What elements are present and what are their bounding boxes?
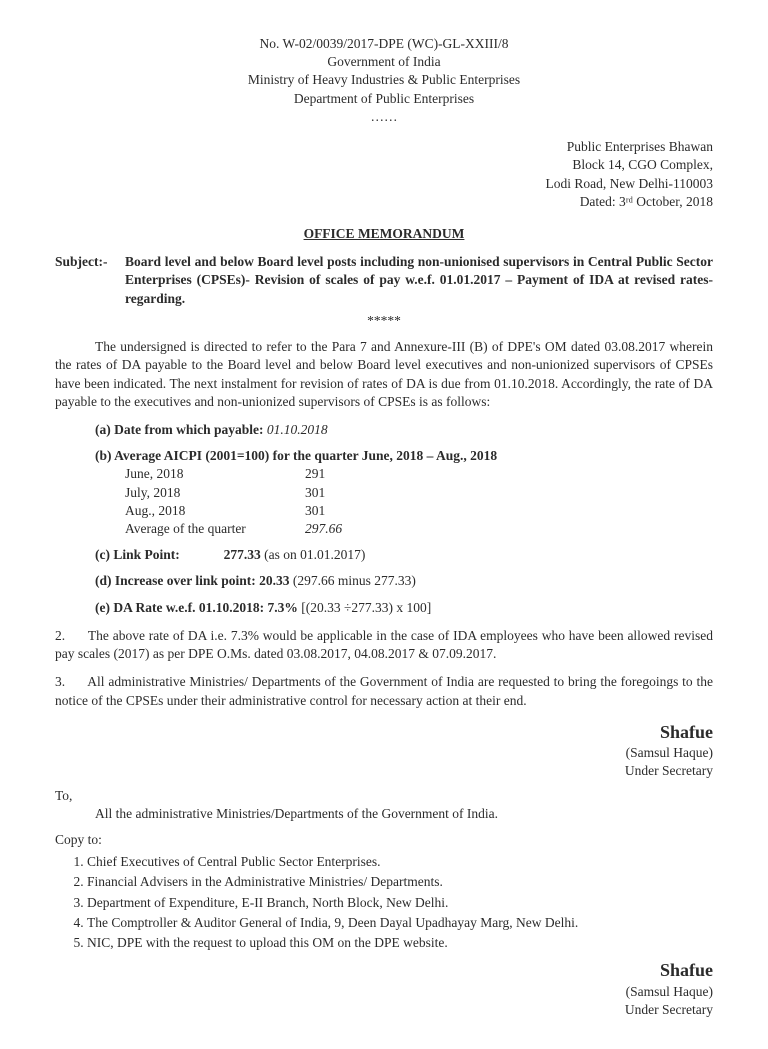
separator-dots: ……	[55, 108, 713, 126]
list-item: Financial Advisers in the Administrative…	[87, 873, 713, 891]
signatory-name: (Samsul Haque)	[55, 983, 713, 1001]
item-b: (b) Average AICPI (2001=100) for the qua…	[95, 447, 713, 538]
address-block: Public Enterprises Bhawan Block 14, CGO …	[55, 138, 713, 211]
item-d-label: (d) Increase over link point: 20.33	[95, 573, 290, 588]
item-b-label: (b) Average AICPI (2001=100) for the qua…	[95, 447, 713, 465]
value-cell: 291	[305, 465, 385, 483]
to-label: To,	[55, 787, 713, 805]
signatory-name: (Samsul Haque)	[55, 744, 713, 762]
item-c-note: (as on 01.01.2017)	[264, 547, 365, 562]
signature-scribble: Shafue	[55, 958, 713, 982]
signature-scribble: Shafue	[55, 720, 713, 744]
value-cell: 301	[305, 484, 385, 502]
subject-label: Subject:-	[55, 253, 125, 308]
month-cell: Aug., 2018	[125, 502, 305, 520]
government-line: Government of India	[55, 53, 713, 71]
list-item: The Comptroller & Auditor General of Ind…	[87, 914, 713, 932]
department-line: Department of Public Enterprises	[55, 90, 713, 108]
to-text: All the administrative Ministries/Depart…	[95, 805, 713, 823]
item-c: (c) Link Point: 277.33 (as on 01.01.2017…	[95, 546, 713, 564]
table-row: June, 2018 291	[125, 465, 713, 483]
item-e-label: (e) DA Rate w.e.f. 01.10.2018: 7.3%	[95, 600, 298, 615]
paragraph-2: 2. The above rate of DA i.e. 7.3% would …	[55, 627, 713, 663]
paragraph-3: 3. All administrative Ministries/ Depart…	[55, 673, 713, 709]
signatory-designation: Under Secretary	[55, 1001, 713, 1019]
item-d: (d) Increase over link point: 20.33 (297…	[95, 572, 713, 590]
item-a-label: (a) Date from which payable:	[95, 422, 263, 437]
letterhead: No. W-02/0039/2017-DPE (WC)-GL-XXIII/8 G…	[55, 35, 713, 126]
copy-to-label: Copy to:	[55, 831, 713, 849]
value-cell: 301	[305, 502, 385, 520]
item-a-value: 01.10.2018	[267, 422, 328, 437]
month-cell: Average of the quarter	[125, 520, 305, 538]
table-row: Average of the quarter 297.66	[125, 520, 713, 538]
details-list: (a) Date from which payable: 01.10.2018 …	[95, 421, 713, 617]
address-line-2: Block 14, CGO Complex,	[55, 156, 713, 174]
signature-block-top: Shafue (Samsul Haque) Under Secretary	[55, 720, 713, 781]
month-cell: July, 2018	[125, 484, 305, 502]
signatory-designation: Under Secretary	[55, 762, 713, 780]
copy-to-block: Copy to: Chief Executives of Central Pub…	[55, 831, 713, 952]
to-block: To, All the administrative Ministries/De…	[55, 787, 713, 823]
month-cell: June, 2018	[125, 465, 305, 483]
aicpi-table: June, 2018 291 July, 2018 301 Aug., 2018…	[125, 465, 713, 538]
document-title: OFFICE MEMORANDUM	[55, 225, 713, 243]
star-separator: *****	[55, 312, 713, 330]
file-number: No. W-02/0039/2017-DPE (WC)-GL-XXIII/8	[55, 35, 713, 53]
item-c-value: 277.33	[224, 547, 261, 562]
value-cell: 297.66	[305, 520, 385, 538]
table-row: July, 2018 301	[125, 484, 713, 502]
item-e-note: [(20.33 ÷277.33) x 100]	[301, 600, 431, 615]
item-a: (a) Date from which payable: 01.10.2018	[95, 421, 713, 439]
date-line: Dated: 3ʳᵈ October, 2018	[55, 193, 713, 211]
item-d-note: (297.66 minus 277.33)	[293, 573, 416, 588]
signature-block-bottom: Shafue (Samsul Haque) Under Secretary	[55, 958, 713, 1019]
item-c-label: (c) Link Point:	[95, 547, 180, 562]
item-e: (e) DA Rate w.e.f. 01.10.2018: 7.3% [(20…	[95, 599, 713, 617]
paragraph-1: The undersigned is directed to refer to …	[55, 338, 713, 411]
list-item: Department of Expenditure, E-II Branch, …	[87, 894, 713, 912]
address-line-3: Lodi Road, New Delhi-110003	[55, 175, 713, 193]
copy-to-list: Chief Executives of Central Public Secto…	[87, 853, 713, 952]
ministry-line: Ministry of Heavy Industries & Public En…	[55, 71, 713, 89]
table-row: Aug., 2018 301	[125, 502, 713, 520]
list-item: Chief Executives of Central Public Secto…	[87, 853, 713, 871]
subject-text: Board level and below Board level posts …	[125, 253, 713, 308]
address-line-1: Public Enterprises Bhawan	[55, 138, 713, 156]
subject-row: Subject:- Board level and below Board le…	[55, 253, 713, 308]
list-item: NIC, DPE with the request to upload this…	[87, 934, 713, 952]
